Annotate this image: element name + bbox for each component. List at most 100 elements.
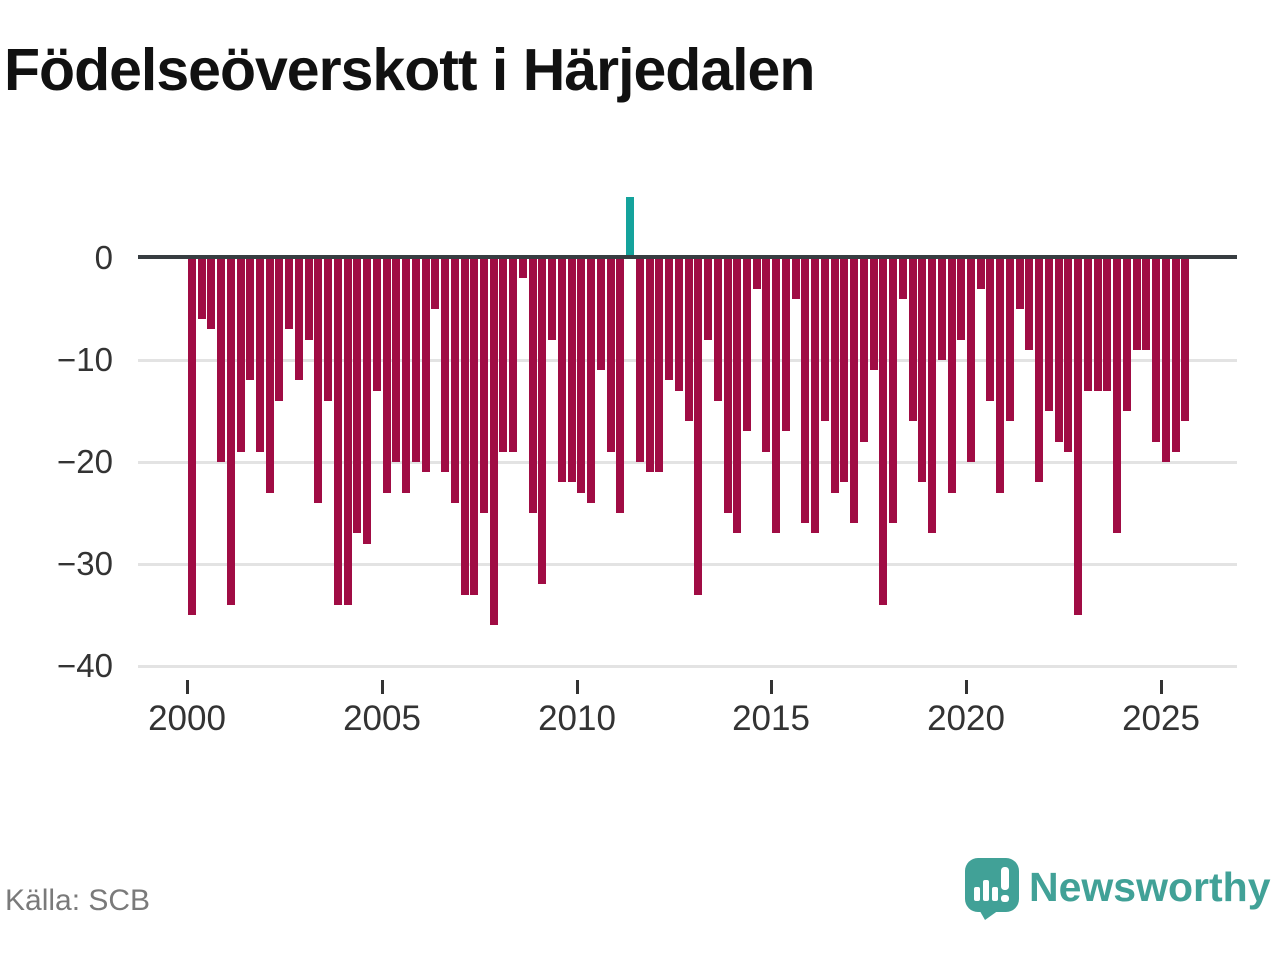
x-axis-label: 2025 (1122, 699, 1200, 738)
bar (626, 196, 635, 258)
bar (781, 258, 790, 432)
chart-title: Födelseöverskott i Härjedalen (4, 37, 815, 103)
logo-bar-icon (983, 880, 989, 901)
bar (217, 258, 226, 462)
bar (402, 258, 411, 493)
gridline-minus40 (138, 665, 1237, 668)
bar (1083, 258, 1092, 391)
bar (528, 258, 537, 513)
bar (304, 258, 313, 340)
bar (470, 258, 479, 595)
bar (450, 258, 459, 503)
bar (353, 258, 362, 534)
x-axis-tick (576, 680, 579, 694)
bar (1103, 258, 1112, 391)
bar (226, 258, 235, 605)
bar (587, 258, 596, 503)
bar (509, 258, 518, 452)
bar (1122, 258, 1131, 411)
bar (285, 258, 294, 330)
x-axis-tick (965, 680, 968, 694)
bar (246, 258, 255, 381)
bar (460, 258, 469, 595)
bar (382, 258, 391, 493)
bar (392, 258, 401, 462)
bar (1152, 258, 1161, 442)
bar (655, 258, 664, 473)
bar (1113, 258, 1122, 534)
bar (694, 258, 703, 595)
y-axis-label: −40 (57, 647, 113, 684)
bar (723, 258, 732, 513)
bar (187, 258, 196, 615)
bar (733, 258, 742, 534)
bar (1015, 258, 1024, 309)
bar (918, 258, 927, 483)
bar (801, 258, 810, 524)
logo-bar-icon (974, 887, 980, 901)
gridline-minus30 (138, 563, 1237, 566)
bar (548, 258, 557, 340)
source-attribution: Källa: SCB (5, 884, 151, 917)
bar (976, 258, 985, 289)
bar (898, 258, 907, 299)
x-axis-tick (1160, 680, 1163, 694)
bar (869, 258, 878, 371)
bar (1093, 258, 1102, 391)
bar (908, 258, 917, 422)
bar (480, 258, 488, 513)
bar (879, 258, 888, 605)
bar (645, 258, 654, 473)
bar (937, 258, 946, 360)
bar (665, 258, 674, 381)
bar (431, 258, 440, 309)
newsworthy-logo-text: Newsworthy (1029, 864, 1271, 910)
gridline-minus20 (138, 461, 1237, 464)
bar (294, 258, 303, 381)
x-axis-tick (381, 680, 384, 694)
bar (372, 258, 381, 391)
bar (1035, 258, 1044, 483)
bar (928, 258, 937, 534)
bar (197, 258, 206, 320)
x-axis-label: 2000 (148, 699, 226, 738)
bar (762, 258, 771, 452)
x-axis-tick (770, 680, 773, 694)
bar (996, 258, 1005, 493)
bar (421, 258, 430, 473)
x-axis-label: 2015 (732, 699, 810, 738)
x-axis-label: 2020 (927, 699, 1005, 738)
bar (1161, 258, 1170, 462)
bar (236, 258, 245, 452)
y-axis-label: −20 (57, 443, 113, 480)
y-axis-label: 0 (94, 239, 113, 276)
bar (1132, 258, 1141, 350)
bar (314, 258, 323, 503)
bar (489, 258, 498, 626)
bar (840, 258, 849, 483)
bar (557, 258, 566, 483)
bar (811, 258, 820, 534)
bar (830, 258, 839, 493)
bar (957, 258, 966, 340)
bar (1171, 258, 1180, 452)
bar (265, 258, 274, 493)
bar (1005, 258, 1014, 422)
bar (411, 258, 420, 462)
bar (742, 258, 751, 432)
bar (704, 258, 713, 340)
bar (1025, 258, 1034, 350)
bar (1054, 258, 1063, 442)
logo-bar-icon (992, 887, 998, 901)
bar (1074, 258, 1083, 615)
bar (333, 258, 342, 605)
bar (499, 258, 508, 452)
bar (275, 258, 284, 401)
bar (567, 258, 576, 483)
logo-exclamation-icon (1001, 867, 1009, 890)
bar (713, 258, 722, 401)
bar (791, 258, 800, 299)
bar (596, 258, 605, 371)
bar (1044, 258, 1053, 411)
bar (772, 258, 781, 534)
